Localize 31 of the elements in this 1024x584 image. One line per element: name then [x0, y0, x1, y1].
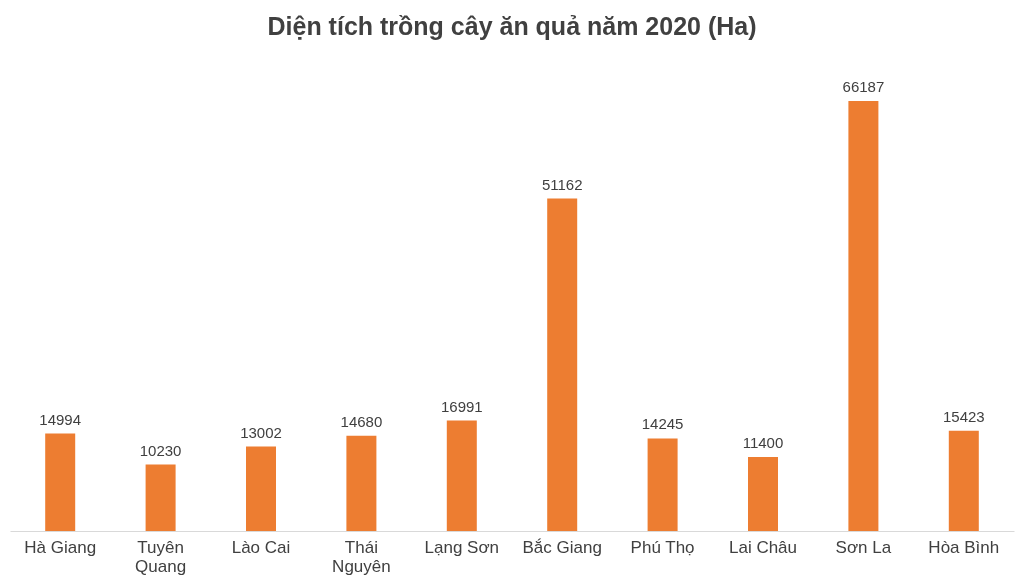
- x-tick-label: Lai Châu: [728, 537, 798, 557]
- data-label: 16991: [440, 397, 483, 415]
- data-label: 66187: [842, 78, 885, 95]
- data-label: 14994: [39, 410, 82, 428]
- x-tick-label: Phú Thọ: [630, 537, 695, 557]
- data-label: 11400: [742, 433, 784, 451]
- x-tick-label: Thái Nguyên: [332, 537, 391, 576]
- data-label: 51162: [541, 175, 583, 193]
- x-tick-label: Tuyên Quang: [135, 537, 187, 576]
- x-tick-label: Hòa Bình: [928, 537, 1000, 557]
- bar: [145, 464, 176, 531]
- bar: [948, 430, 979, 531]
- data-label: 14680: [340, 412, 383, 430]
- x-tick-label: Lào Cai: [231, 537, 291, 557]
- data-label: 10230: [139, 441, 182, 459]
- bar: [246, 446, 276, 531]
- x-tick-label: Hà Giang: [24, 537, 97, 557]
- chart-title: Diện tích trồng cây ăn quả năm 2020 (Ha): [267, 12, 757, 40]
- bar: [446, 420, 477, 531]
- x-tick-label: Bắc Giang: [522, 537, 602, 557]
- x-tick-label: Sơn La: [835, 537, 892, 557]
- bar: [848, 101, 879, 531]
- data-label: 14245: [641, 415, 684, 433]
- bar: [547, 198, 578, 531]
- bar: [748, 456, 778, 531]
- bar: [346, 435, 377, 531]
- data-label: 15423: [942, 407, 985, 425]
- data-label: 13002: [240, 423, 282, 441]
- bar: [45, 433, 76, 531]
- x-tick-label: Lạng Sơn: [424, 537, 500, 557]
- bar: [647, 438, 678, 531]
